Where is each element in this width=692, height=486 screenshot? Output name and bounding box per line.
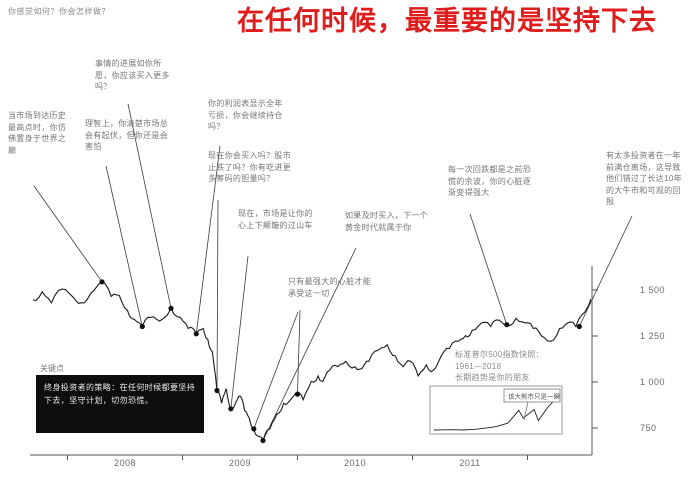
annotation-strong-heart: 只有最强大的心脏才能承受这一切 [288,277,371,298]
annotation-pullbacks: 每一次回跌都是之前恐慌的余波，你的心脏逐渐变得强大 [448,165,531,198]
y-tick-1000: 1 000 [640,377,666,387]
x-tick-2009: 2009 [228,458,252,468]
x-axis-ticks [67,455,528,460]
annotation-buy-now: 现在你会买入吗？股市止跌了吗？你有吃进更多筹码的胆量吗？ [208,151,291,184]
y-axis-ticks [592,289,598,429]
key-point-label: 关键点 [40,364,64,373]
inset-note-box [503,388,561,403]
y-tick-1250: 1 250 [640,331,666,341]
x-tick-2011: 2011 [459,458,481,468]
annotation-leader-lines [33,103,633,441]
inset-caption: 标准普尔500指数快照： 1961—2018 长期趋势是你的朋友 [455,350,544,383]
inset-note-label: 该大熊市只是一瞬 [508,392,561,401]
inset-note-pointer [523,401,529,421]
y-tick-1500: 1 500 [640,285,666,295]
page-title: 在任何时候，最重要的是坚持下去 [237,6,657,37]
annotation-missed-bull: 有太多投资者在一年前满仓离场，这导致他们错过了长达10年的大牛市和可观的回报 [606,151,682,207]
inset-chart: 该大熊市只是一瞬 [429,385,563,435]
top-question: 你感觉如何？你会怎样做？ [8,7,110,16]
x-tick-2008: 2008 [113,458,137,468]
annotation-golden-age: 如果及时买入，下一个黄金时代就属于你 [345,211,428,232]
annotation-still-afraid: 理智上，你清楚市场总会有起伏，但你还是会害怕 [85,119,168,152]
annotation-market-high: 当市场到达历史最高点时，你仿佛置身于世界之巅 [8,111,67,155]
x-tick-2010: 2010 [343,458,367,468]
annotation-rollercoaster: 现在，市场是让你的心上下颠簸的过山车 [238,209,313,230]
y-tick-750: 750 [640,423,657,433]
key-point-box: 终身投资者的策略：在任何时候都要坚持下去，坚守计划，切勿恐慌。 [36,375,204,433]
annotation-dots [99,279,582,444]
annotation-annual-loss: 你的利润表显示全年亏损，你会继续持仓吗？ [208,99,283,132]
annotation-buy-more: 事情的进展如你所愿，你应该买入更多吗？ [95,59,170,92]
